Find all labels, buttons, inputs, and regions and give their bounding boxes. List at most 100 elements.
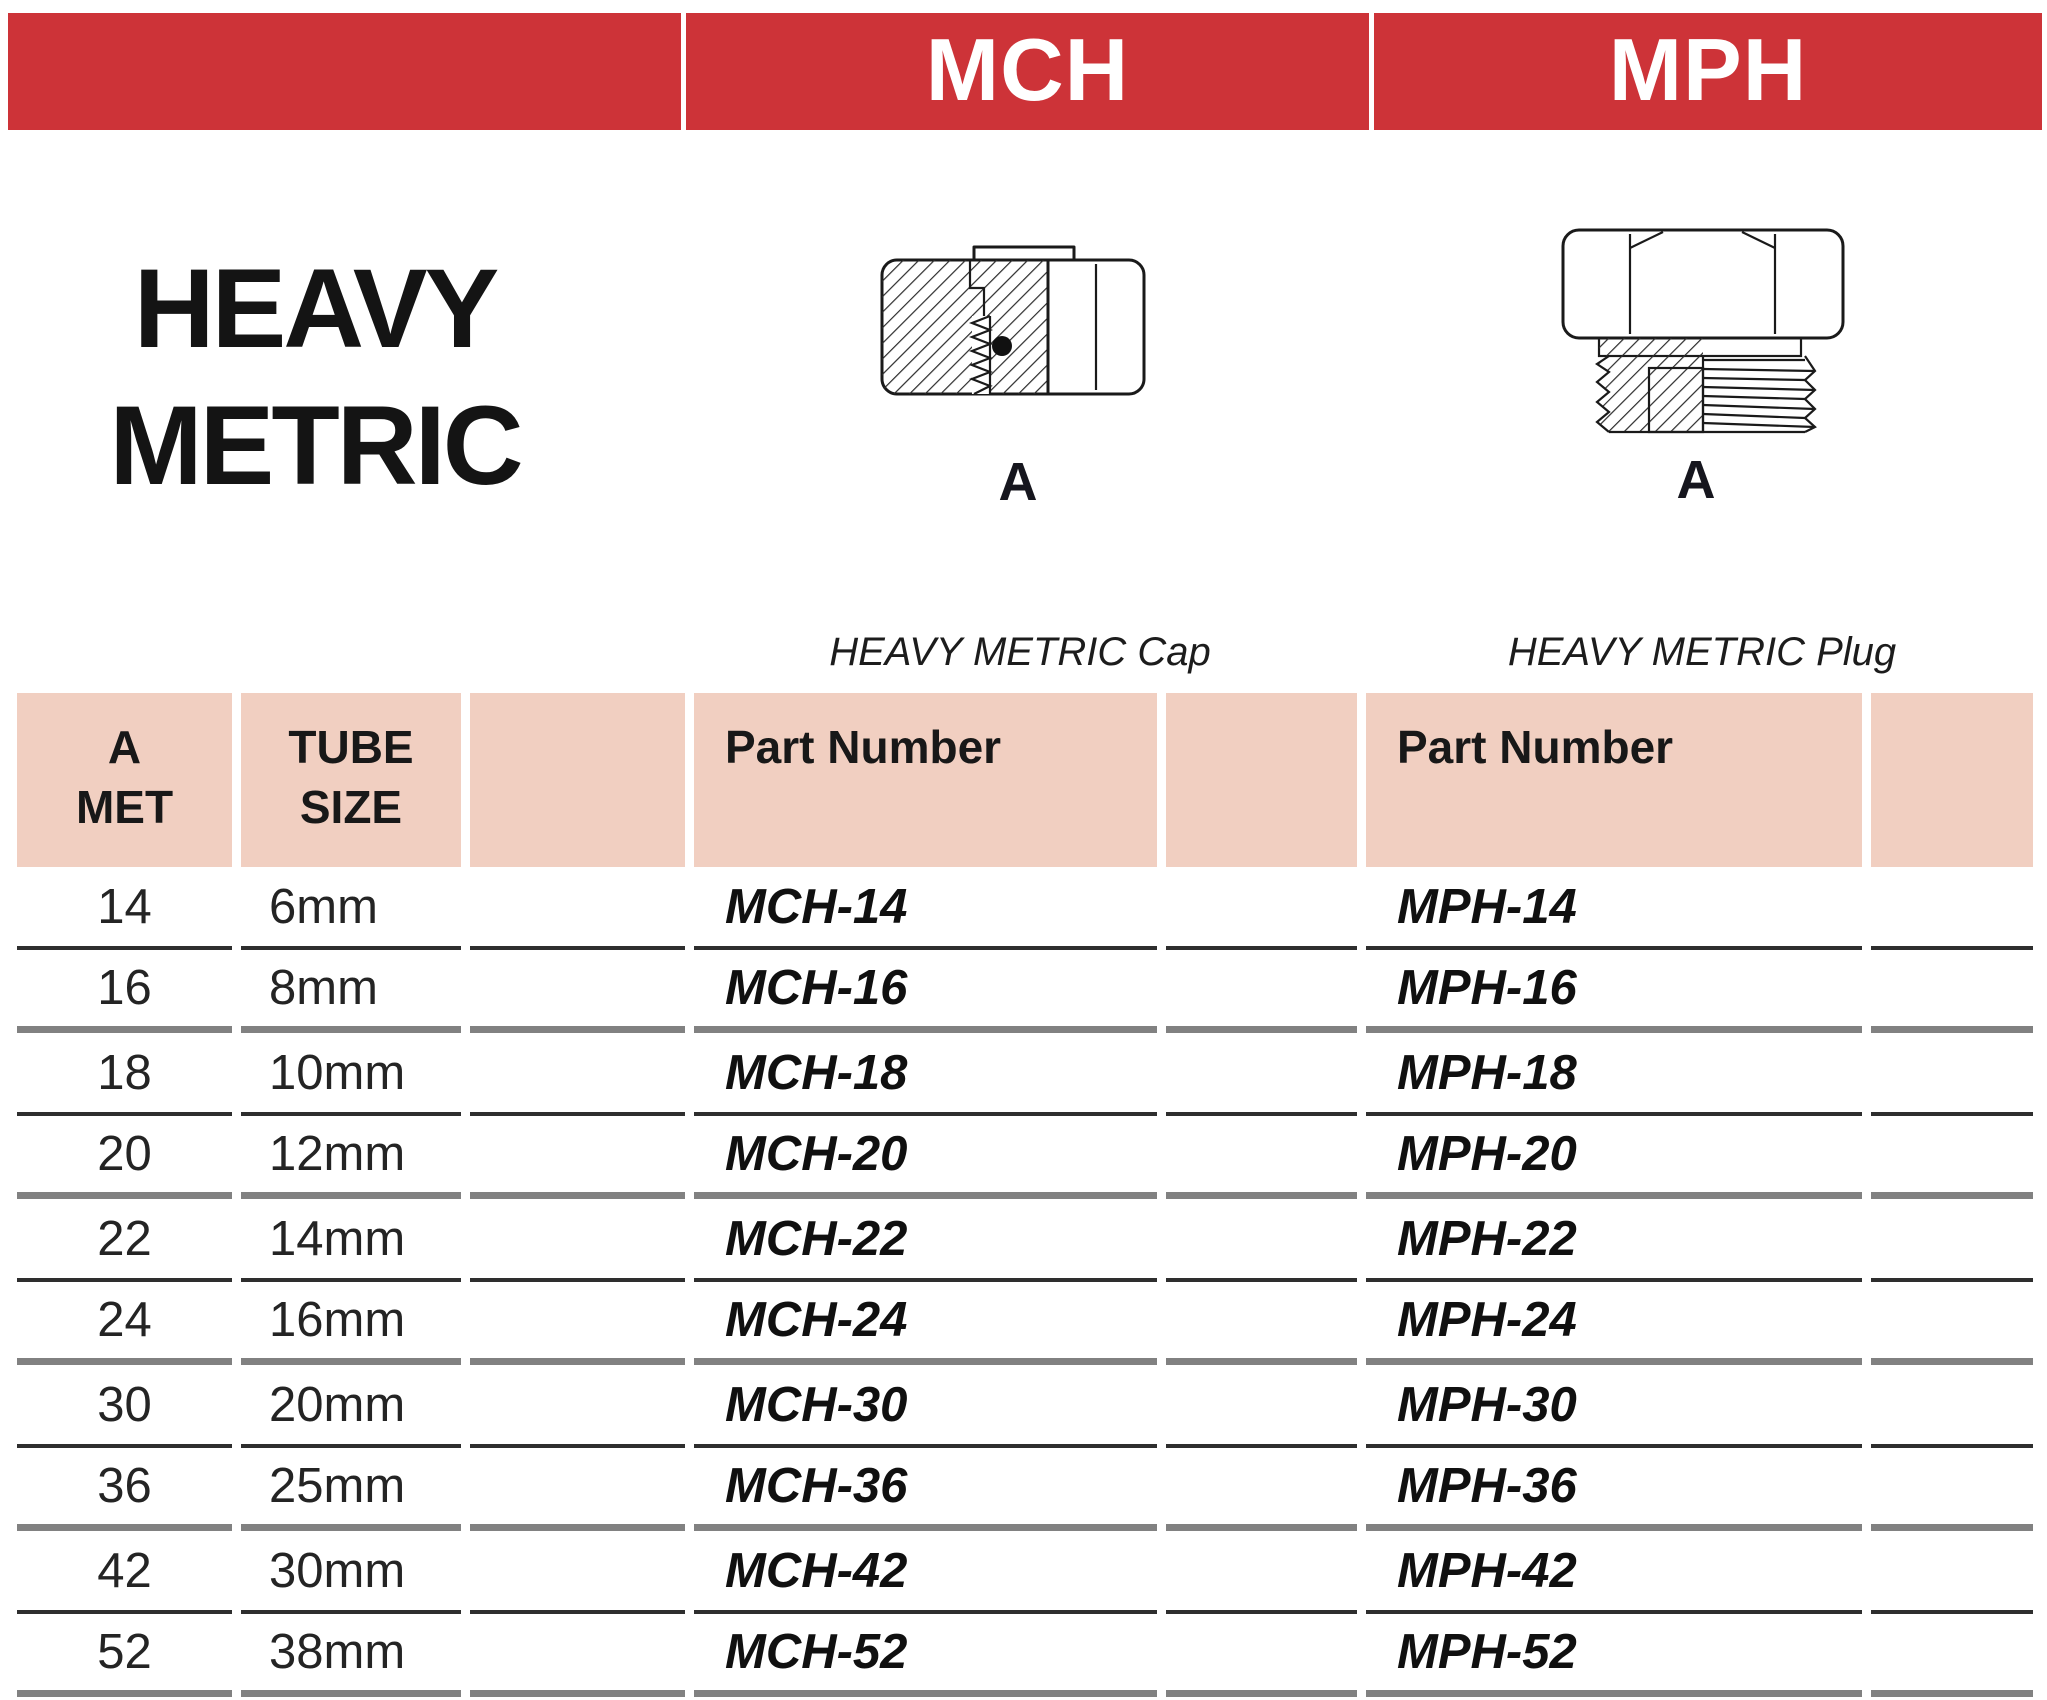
cell-mch-part-number: MCH-14 <box>694 867 1157 950</box>
cell-mph-part-number: MPH-52 <box>1366 1614 1862 1697</box>
cell-tube-size: 30mm <box>241 1531 461 1614</box>
cell-mph-part-number: MPH-22 <box>1366 1199 1862 1282</box>
cap-dimension-label: A <box>998 452 1038 512</box>
cell-tube-size: 14mm <box>241 1199 461 1282</box>
cell-a-met: 14 <box>17 867 232 950</box>
cell-tube-size: 16mm <box>241 1282 461 1365</box>
cell-a-met: 24 <box>17 1282 232 1365</box>
cell-mph-part-number: MPH-30 <box>1366 1365 1862 1448</box>
cell-a-met: 18 <box>17 1033 232 1116</box>
header-bar-blank-section <box>8 13 681 130</box>
header-bar-mph-section: MPH <box>1374 13 2042 130</box>
cell-spacer <box>1166 1282 1357 1365</box>
cap-caption: HEAVY METRIC Cap <box>829 630 1211 674</box>
cell-tube-size: 20mm <box>241 1365 461 1448</box>
cell-mch-part-number: MCH-18 <box>694 1033 1157 1116</box>
cell-spacer <box>470 1531 685 1614</box>
cell-spacer <box>1166 1033 1357 1116</box>
table-row: 22 14mm MCH-22 MPH-22 <box>17 1199 2033 1282</box>
table-body: 14 6mm MCH-14 MPH-14 16 8mm MCH-16 MPH-16 18 10mm… <box>17 867 2033 1697</box>
cell-spacer <box>470 1448 685 1531</box>
header-bar: MCH MPH <box>8 13 2042 130</box>
table-row: 52 38mm MCH-52 MPH-52 <box>17 1614 2033 1697</box>
cell-spacer <box>1871 1448 2033 1531</box>
header-bar-mch-section: MCH <box>686 13 1369 130</box>
cell-spacer <box>1871 1282 2033 1365</box>
cell-mph-part-number: MPH-42 <box>1366 1531 1862 1614</box>
cell-mph-part-number: MPH-18 <box>1366 1033 1862 1116</box>
cell-mph-part-number: MPH-36 <box>1366 1448 1862 1531</box>
cell-mch-part-number: MCH-24 <box>694 1282 1157 1365</box>
cell-mch-part-number: MCH-36 <box>694 1448 1157 1531</box>
cell-a-met: 52 <box>17 1614 232 1697</box>
page-title-line1: HEAVY <box>133 246 500 371</box>
cell-spacer <box>1166 950 1357 1033</box>
mph-series-label: MPH <box>1608 19 1808 119</box>
cell-tube-size: 6mm <box>241 867 461 950</box>
cell-a-met: 20 <box>17 1116 232 1199</box>
cell-spacer <box>1871 867 2033 950</box>
col-header-tube-size: TUBE SIZE <box>241 693 461 867</box>
cell-spacer <box>1871 1365 2033 1448</box>
cell-spacer <box>1871 950 2033 1033</box>
mch-series-label: MCH <box>925 19 1130 119</box>
page-title: HEAVY METRIC <box>85 240 545 514</box>
cell-mph-part-number: MPH-24 <box>1366 1282 1862 1365</box>
cell-spacer <box>1871 1116 2033 1199</box>
cell-tube-size: 10mm <box>241 1033 461 1116</box>
plug-fitting-drawing-icon <box>1561 228 1845 434</box>
col-header-spacer <box>1166 693 1357 867</box>
cell-tube-size: 12mm <box>241 1116 461 1199</box>
cell-spacer <box>1166 1614 1357 1697</box>
cell-spacer <box>1166 1116 1357 1199</box>
cell-spacer <box>1166 1199 1357 1282</box>
cell-spacer <box>470 1365 685 1448</box>
col-header-mch-part-number: Part Number <box>694 693 1157 867</box>
cell-mph-part-number: MPH-16 <box>1366 950 1862 1033</box>
plug-caption: HEAVY METRIC Plug <box>1507 630 1897 674</box>
cell-mch-part-number: MCH-20 <box>694 1116 1157 1199</box>
cell-tube-size: 38mm <box>241 1614 461 1697</box>
page-title-line2: METRIC <box>109 383 523 508</box>
cell-mch-part-number: MCH-16 <box>694 950 1157 1033</box>
cell-spacer <box>1871 1199 2033 1282</box>
table-row: 30 20mm MCH-30 MPH-30 <box>17 1365 2033 1448</box>
cell-a-met: 42 <box>17 1531 232 1614</box>
cell-spacer <box>470 950 685 1033</box>
table-header-row: A MET TUBE SIZE Part Number Part Number <box>17 693 2033 867</box>
cell-spacer <box>1166 1448 1357 1531</box>
table-row: 42 30mm MCH-42 MPH-42 <box>17 1531 2033 1614</box>
plug-dimension-label: A <box>1676 450 1716 510</box>
cell-tube-size: 8mm <box>241 950 461 1033</box>
col-header-spacer <box>1871 693 2033 867</box>
cell-spacer <box>470 867 685 950</box>
table-row: 14 6mm MCH-14 MPH-14 <box>17 867 2033 950</box>
col-header-spacer <box>470 693 685 867</box>
cell-spacer <box>1166 1531 1357 1614</box>
cell-spacer <box>1871 1033 2033 1116</box>
cell-a-met: 30 <box>17 1365 232 1448</box>
cell-spacer <box>470 1033 685 1116</box>
table-row: 18 10mm MCH-18 MPH-18 <box>17 1033 2033 1116</box>
parts-table: A MET TUBE SIZE Part Number Part Number … <box>8 693 2042 1697</box>
cell-mph-part-number: MPH-20 <box>1366 1116 1862 1199</box>
cell-spacer <box>470 1116 685 1199</box>
col-header-mph-part-number: Part Number <box>1366 693 1862 867</box>
cell-mch-part-number: MCH-22 <box>694 1199 1157 1282</box>
cell-spacer <box>1871 1531 2033 1614</box>
cell-spacer <box>1166 867 1357 950</box>
cell-spacer <box>470 1282 685 1365</box>
cell-tube-size: 25mm <box>241 1448 461 1531</box>
cell-spacer <box>470 1199 685 1282</box>
cell-mch-part-number: MCH-42 <box>694 1531 1157 1614</box>
col-header-a-met: A MET <box>17 693 232 867</box>
cell-spacer <box>470 1614 685 1697</box>
cell-mph-part-number: MPH-14 <box>1366 867 1862 950</box>
cell-a-met: 16 <box>17 950 232 1033</box>
cell-spacer <box>1871 1614 2033 1697</box>
table-row: 36 25mm MCH-36 MPH-36 <box>17 1448 2033 1531</box>
cell-mch-part-number: MCH-52 <box>694 1614 1157 1697</box>
table-row: 20 12mm MCH-20 MPH-20 <box>17 1116 2033 1199</box>
table-row: 16 8mm MCH-16 MPH-16 <box>17 950 2033 1033</box>
cell-a-met: 22 <box>17 1199 232 1282</box>
